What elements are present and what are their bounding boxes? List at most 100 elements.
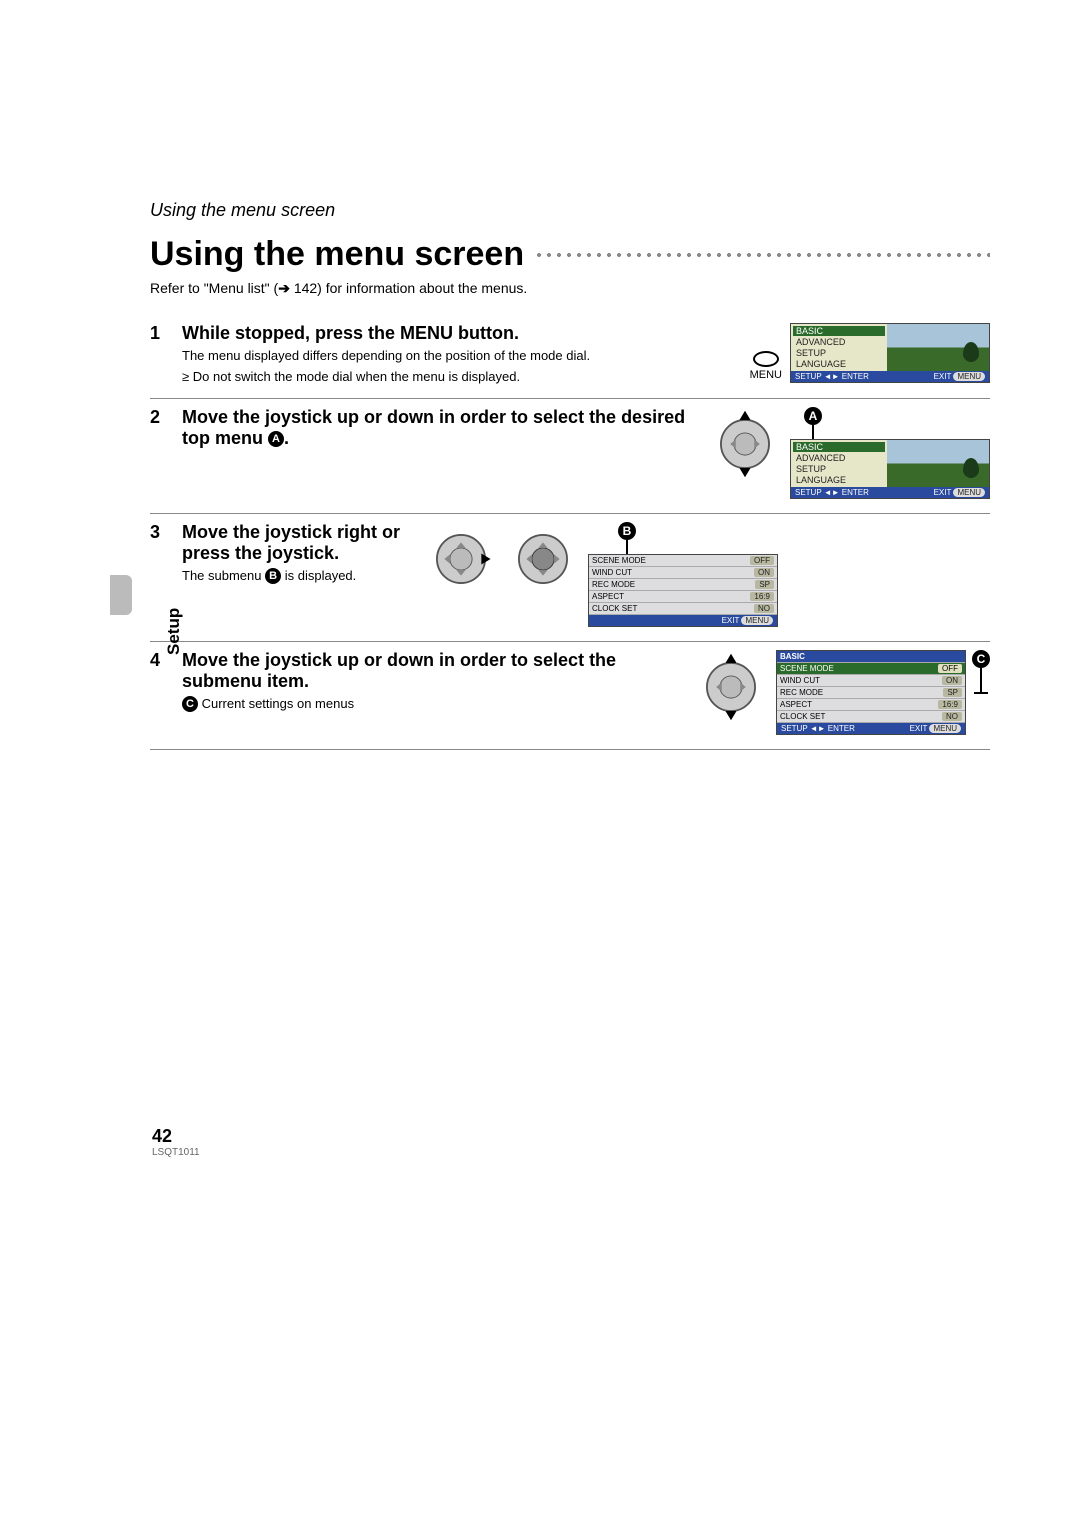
screen-footer: SETUP ◄► ENTER EXIT MENU	[791, 487, 989, 498]
footer-right: EXIT	[722, 616, 740, 625]
steps-list: 1 While stopped, press the MENU button. …	[150, 315, 990, 750]
row-label: ASPECT	[780, 700, 812, 709]
running-head: Using the menu screen	[150, 200, 990, 221]
footer-pill: MENU	[953, 372, 985, 381]
sub-row: WIND CUT ON	[589, 567, 777, 579]
section-tab: Setup	[110, 575, 132, 615]
step-title: While stopped, press the MENU button.	[182, 323, 738, 344]
step-title: Move the joystick right or press the joy…	[182, 522, 412, 564]
footer-left: SETUP ◄► ENTER	[795, 488, 869, 497]
menu-item: LANGUAGE	[793, 359, 885, 369]
sub-row: SCENE MODE OFF	[777, 663, 965, 675]
marker-c-col: C	[972, 650, 990, 694]
screen-basic-menu: BASIC ADVANCED SETUP LANGUAGE SETUP ◄► E…	[790, 439, 990, 499]
sub-row: ASPECT 16:9	[777, 699, 965, 711]
row-val: OFF	[750, 556, 774, 565]
screen-footer: EXIT MENU	[589, 615, 777, 626]
menu-button-fig: MENU	[750, 351, 782, 381]
step-figures: A BASIC ADVANCED SETUP LANGUAGE	[708, 407, 990, 499]
page-footer: 42 LSQT1011	[152, 1126, 200, 1158]
circle-c-icon: C	[182, 696, 198, 712]
pointer-line	[980, 668, 982, 692]
screen-menu-list: BASIC ADVANCED SETUP LANGUAGE	[791, 324, 887, 371]
row-val: 16:9	[938, 700, 962, 709]
arrow-icon: ➔	[278, 280, 290, 296]
step-title: Move the joystick up or down in order to…	[182, 407, 696, 449]
row-label: SCENE MODE	[592, 556, 646, 565]
step-4: 4 Move the joystick up or down in order …	[150, 642, 990, 750]
step-note: C Current settings on menus	[182, 696, 682, 713]
row-label: SCENE MODE	[780, 664, 834, 673]
joystick-press-icon	[506, 522, 580, 596]
step-title-a: Move the joystick up or down in order to…	[182, 407, 685, 448]
step-number: 1	[150, 323, 170, 344]
intro-pageref: 142) for information about the menus.	[290, 280, 527, 296]
row-val: SP	[755, 580, 774, 589]
row-val: OFF	[938, 664, 962, 673]
tree-icon	[963, 458, 979, 478]
footer-left: SETUP ◄► ENTER	[781, 724, 855, 733]
row-val: ON	[754, 568, 774, 577]
row-val: SP	[943, 688, 962, 697]
menu-item: ADVANCED	[793, 453, 885, 463]
intro-text: Refer to "Menu list" (➔ 142) for informa…	[150, 280, 990, 297]
step-desc: The menu displayed differs depending on …	[182, 348, 738, 365]
menu-label: MENU	[750, 369, 782, 381]
sub-row: WIND CUT ON	[777, 675, 965, 687]
tab-label: Setup	[164, 608, 184, 655]
screen-footer: SETUP ◄► ENTER EXIT MENU	[777, 723, 965, 734]
desc-b: is displayed.	[281, 568, 356, 583]
row-label: WIND CUT	[780, 676, 820, 685]
screen-footer: SETUP ◄► ENTER EXIT MENU	[791, 371, 989, 382]
footer-left: SETUP ◄► ENTER	[795, 372, 869, 381]
sub-row: CLOCK SETNO	[777, 711, 965, 723]
row-val: NO	[754, 604, 774, 613]
menu-item: LANGUAGE	[793, 475, 885, 485]
step-number: 3	[150, 522, 170, 543]
pointer-line	[812, 425, 814, 439]
screen-menu-list: BASIC ADVANCED SETUP LANGUAGE	[791, 440, 887, 487]
page-number: 42	[152, 1126, 200, 1147]
step-title: Move the joystick up or down in order to…	[182, 650, 682, 692]
menu-item: SETUP	[793, 348, 885, 358]
screen-submenu: SCENE MODEOFF WIND CUTON REC MODESP ASPE…	[588, 554, 778, 627]
menu-item: SETUP	[793, 464, 885, 474]
step-body: Move the joystick up or down in order to…	[182, 650, 682, 713]
footer-right: EXIT	[934, 488, 952, 497]
step-body: While stopped, press the MENU button. Th…	[182, 323, 738, 384]
step-body: Move the joystick up or down in order to…	[182, 407, 696, 453]
step-number: 2	[150, 407, 170, 428]
header-label: BASIC	[780, 652, 805, 661]
footer-right: EXIT	[910, 724, 928, 733]
row-label: REC MODE	[780, 688, 823, 697]
row-label: ASPECT	[592, 592, 624, 601]
intro-prefix: Refer to "Menu list" (	[150, 280, 278, 296]
tree-icon	[963, 342, 979, 362]
sub-header: BASIC	[777, 651, 965, 663]
step-figures: MENU BASIC ADVANCED SETUP LANGUAGE SETUP…	[750, 323, 990, 383]
page-content: Using the menu screen Using the menu scr…	[90, 0, 990, 750]
row-val: ON	[942, 676, 962, 685]
row-label: WIND CUT	[592, 568, 632, 577]
row-val: 16:9	[750, 592, 774, 601]
menu-oval-icon	[753, 351, 779, 367]
screen-scene	[887, 324, 989, 371]
screen-submenu: BASIC SCENE MODE OFF WIND CUT ON REC MODE S…	[776, 650, 966, 735]
footer-right: EXIT	[934, 372, 952, 381]
pointer-line	[626, 540, 628, 554]
screen-basic-menu: BASIC ADVANCED SETUP LANGUAGE SETUP ◄► E…	[790, 323, 990, 383]
row-label: CLOCK SET	[592, 604, 637, 613]
note-text: Current settings on menus	[198, 696, 354, 711]
menu-item: ADVANCED	[793, 337, 885, 347]
joystick-right-icon	[424, 522, 498, 596]
desc-a: The submenu	[182, 568, 265, 583]
sub-row: ASPECT 16:9	[589, 591, 777, 603]
circle-a-icon: A	[268, 431, 284, 447]
footer-pill: MENU	[929, 724, 961, 733]
doc-code: LSQT1011	[152, 1147, 200, 1158]
marker-b-icon: B	[618, 522, 636, 540]
step-title-b: .	[284, 428, 289, 448]
circle-b-icon: B	[265, 568, 281, 584]
step-3: 3 Move the joystick right or press the j…	[150, 514, 990, 642]
title-row: Using the menu screen	[150, 235, 990, 274]
